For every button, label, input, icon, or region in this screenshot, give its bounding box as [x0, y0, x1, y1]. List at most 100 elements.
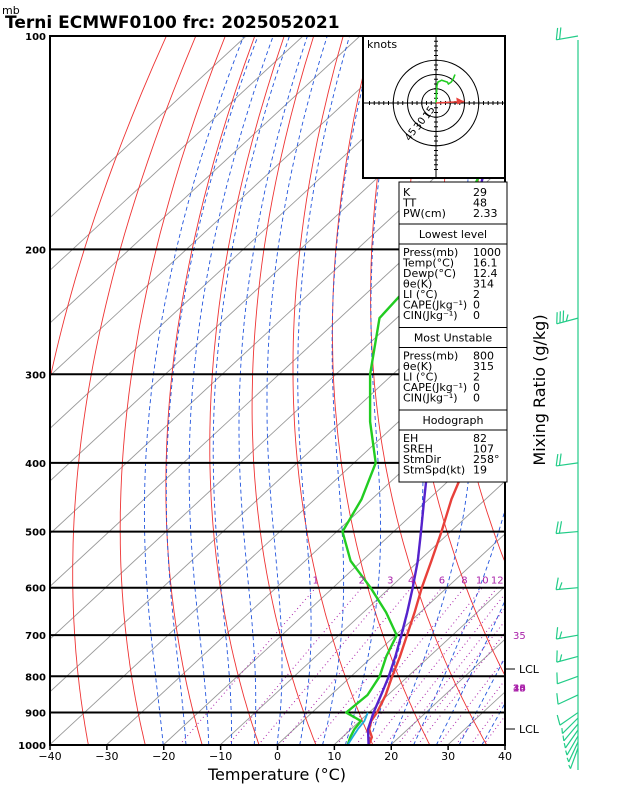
wind-barb-staff: [566, 735, 579, 756]
isotherm-line: [50, 36, 418, 377]
mixing-ratio-label-8: 8: [461, 576, 467, 587]
x-tick-label-40: 40: [498, 750, 512, 763]
wind-barb-1000: [568, 747, 579, 769]
hodograph-units-label: knots: [367, 38, 397, 51]
lowest-level-row-label: CIN(Jkg⁻¹): [403, 309, 458, 322]
mixing-ratio-line: [482, 715, 505, 745]
wind-barb-flag: [556, 693, 559, 705]
pressure-tick-label-400: 400: [25, 459, 46, 470]
lowest-level-row-label: Temp(°C): [402, 257, 454, 270]
dry-adiabat-line: [209, 36, 285, 745]
isotherm-line: [50, 36, 304, 271]
wind-barb-flag: [555, 27, 559, 40]
background-lines: [50, 4, 618, 760]
wind-barb-flag: [555, 521, 559, 534]
mixing-ratio-label-2: 2: [359, 576, 365, 587]
dry-adiabat-line: [608, 4, 618, 760]
wind-barb-flag: [566, 757, 570, 763]
most-unstable-box: [398, 327, 508, 411]
dry-adiabat-line: [545, 4, 618, 760]
wind-barb-flag: [562, 735, 565, 741]
wind-barb-700: [555, 627, 579, 640]
lowest-level-row-value: 0: [473, 309, 480, 322]
pressure-tick-label-500: 500: [25, 528, 46, 539]
isotherm-line: [562, 36, 618, 745]
moist-adiabat-line: [458, 656, 505, 745]
hodograph-trace: [435, 74, 456, 104]
isotherm-line: [50, 36, 361, 324]
wind-barb-flag: [558, 582, 563, 590]
wind-barb-950: [561, 717, 579, 734]
moist-adiabat-line: [266, 36, 328, 745]
x-tick-label-0: 0: [274, 750, 281, 763]
wind-barb-staff: [562, 717, 579, 734]
moist-adiabat-line: [188, 36, 274, 745]
mixing-ratio-label-6: 6: [439, 576, 445, 587]
wind-barb-staff: [568, 741, 579, 763]
moist-adiabat-line: [413, 508, 505, 745]
isotherm-line: [50, 217, 505, 640]
most-unstable-row-value: 0: [473, 381, 480, 394]
index-row-value: 29: [473, 186, 487, 199]
wind-barb-flag: [565, 314, 569, 322]
wind-barb-900: [556, 712, 579, 726]
most-unstable-row-label: CIN(Jkg⁻¹): [403, 392, 458, 405]
x-tick-label--40: −40: [38, 750, 61, 763]
mixing-ratio-label-40: 40: [513, 684, 526, 695]
wind-barb-flag: [558, 453, 562, 466]
wind-barb-flag: [563, 743, 566, 749]
pressure-tick-label-900: 900: [25, 709, 46, 720]
wind-barb-flag: [561, 727, 564, 734]
wind-barb-flag: [568, 764, 572, 769]
x-axis-label: Temperature (°C): [207, 765, 346, 784]
index-row-label: K: [403, 186, 411, 199]
wind-barb-flag: [555, 627, 559, 640]
wind-barb-staff: [559, 712, 579, 726]
lowest-level-row-label: LI (°C): [403, 288, 438, 301]
wind-barb-flag: [556, 714, 561, 726]
mixing-ratio-label-3: 3: [387, 576, 393, 587]
most-unstable-row-value: 800: [473, 350, 494, 363]
wind-barb-100: [555, 27, 579, 41]
lowest-level-row-value: 314: [473, 278, 494, 291]
dewpoint-profile-line: [341, 136, 505, 745]
moist-adiabat-line: [143, 36, 245, 745]
isotherm-line: [50, 36, 247, 219]
dry-adiabat-line: [50, 36, 167, 382]
mixing-ratio-label-14: 14: [513, 684, 526, 695]
axis-ticks: −40 −30 −20 −10 0 10 20 30 40: [38, 745, 512, 763]
mixing-ratio-line: [312, 587, 443, 745]
mixing-ratio-line: [407, 620, 505, 745]
mixing-ratio-line: [336, 587, 465, 745]
dry-adiabat-line: [512, 4, 618, 760]
mixing-ratio-label-12: 12: [491, 576, 504, 587]
most-unstable-row-label: θe(K): [403, 360, 432, 373]
pressure-tick-label-300: 300: [25, 370, 46, 381]
lcl-label: LCL: [519, 723, 540, 736]
wind-barb-staff: [564, 729, 579, 749]
moist-adiabat-line: [238, 36, 308, 745]
lowest-level-row-value: 12.4: [473, 267, 498, 280]
pressure-tick-label-700: 700: [25, 631, 46, 642]
indices-panel: K 29 TT 48 PW(cm) 2.33 Lowest level Press(mb) 10…: [398, 181, 508, 483]
x-tick-label-20: 20: [384, 750, 398, 763]
wind-barbs: [555, 27, 579, 770]
wind-barb-800: [556, 672, 579, 685]
wind-barb-flag: [558, 27, 562, 40]
pressure-tick-label-100: 100: [25, 32, 46, 43]
most-unstable-row-label: LI (°C): [403, 371, 438, 384]
chart-title: Terni ECMWF0100 frc: 2025052021: [5, 13, 340, 33]
hodograph-indices-row-label: EH: [403, 432, 418, 445]
index-row-value: 48: [473, 197, 487, 210]
isotherm-line: [50, 36, 475, 429]
wind-barb-staff: [557, 675, 579, 685]
mixing-ratio-label-18: 18: [513, 684, 526, 695]
lowest-level-row-label: Dewp(°C): [403, 267, 456, 280]
mixing-ratio-label-20: 20: [513, 684, 526, 695]
pressure-unit-label: mb: [2, 4, 20, 17]
lowest-level-row-value: 16.1: [473, 257, 498, 270]
wind-barb-staff: [557, 694, 579, 705]
dry-adiabat-line: [577, 4, 618, 760]
